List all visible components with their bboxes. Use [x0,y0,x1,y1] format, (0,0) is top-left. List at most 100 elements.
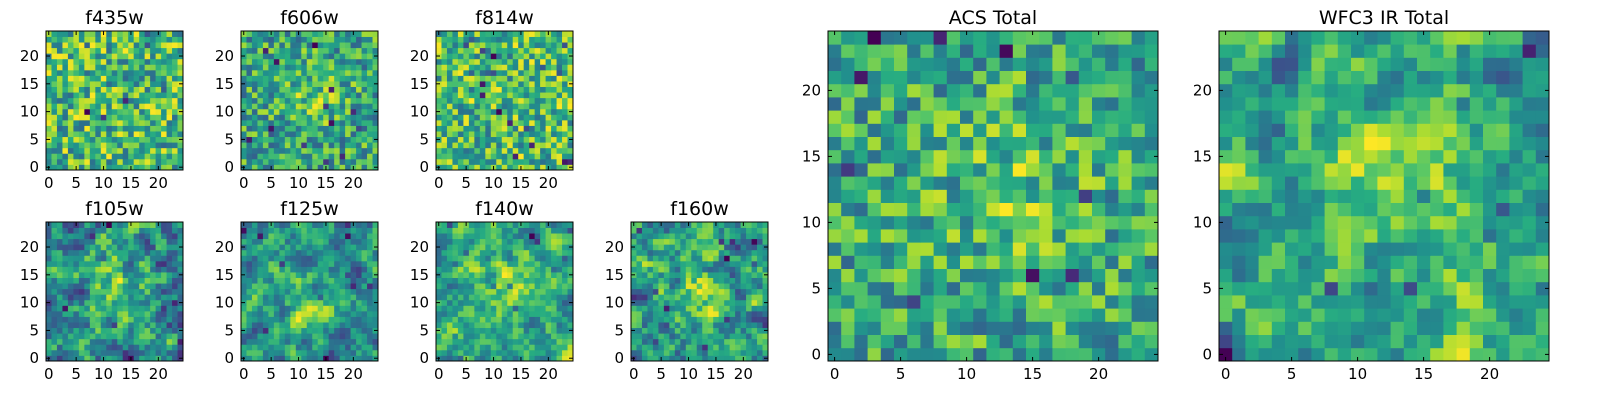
heatmap-cell [446,158,453,165]
heatmap-cell [523,299,530,306]
heatmap-cell [334,249,341,256]
heatmap-cell [680,322,687,329]
heatmap-cell [501,333,508,340]
heatmap-cell [501,316,508,323]
heatmap-cell [512,310,519,317]
heatmap-cell [479,47,486,54]
heatmap-cell [501,131,508,138]
heatmap-cell [446,244,453,251]
heatmap-cell [111,69,118,76]
heatmap-cell [62,142,69,149]
heatmap-cell [474,294,481,301]
heatmap-cell [762,333,769,340]
heatmap-cell [474,244,481,251]
heatmap-cell [986,215,1000,230]
heatmap-cell [367,333,373,340]
heatmap-cell [729,283,736,290]
heatmap-cell [367,338,373,345]
heatmap-cell [128,153,135,160]
heatmap-cell [540,64,546,71]
heatmap-cell [562,355,568,362]
heatmap-cell [117,322,124,329]
heatmap-cell [523,119,530,126]
heatmap-cell [350,283,357,290]
heatmap-cell [166,36,173,43]
heatmap-cell [56,147,63,154]
heatmap-cell [474,97,481,104]
heatmap-cell [512,86,519,93]
heatmap-cell [295,305,302,312]
heatmap-cell [713,338,720,345]
heatmap-cell [241,47,247,54]
heatmap-cell [295,344,302,351]
heatmap-cell [729,272,736,278]
heatmap-cell [268,277,275,284]
heatmap-cell [334,36,341,43]
heatmap-cell [512,322,519,329]
heatmap-cell [556,119,563,126]
heatmap-cell [567,316,574,323]
heatmap-cell [545,299,552,306]
heatmap-cell [56,233,63,240]
heatmap-cell [735,355,741,362]
heatmap-cell [507,81,514,87]
heatmap-cell [691,316,698,323]
heatmap-cell [273,260,280,267]
heatmap-cell [257,136,264,143]
heatmap-cell [1039,215,1053,230]
heatmap-cell [89,64,96,71]
heatmap-cell [457,108,464,115]
heatmap-cell [999,347,1014,362]
y-tick-label: 0 [29,349,39,367]
heatmap-cell [161,164,167,171]
heatmap-cell [246,238,253,245]
heatmap-cell [84,272,91,278]
heatmap-cell [106,344,113,351]
heatmap-cell [268,233,275,240]
heatmap-cell [67,75,74,82]
heatmap-cell [1092,189,1106,203]
heatmap-cell [1026,189,1040,203]
heatmap-cell [95,338,102,345]
heatmap-cell [100,86,107,93]
heatmap-cell [762,255,769,262]
heatmap-cell [523,355,530,362]
heatmap-cell [367,53,373,60]
heatmap-cell [894,347,908,362]
heatmap-cell [251,119,258,126]
heatmap-cell [841,334,855,349]
heatmap-cell [89,349,96,356]
heatmap-cell [534,114,541,121]
heatmap-cell [702,288,709,295]
heatmap-cell [257,75,264,82]
heatmap-cell [457,142,464,149]
heatmap-cell [452,36,459,43]
heatmap-cell [78,322,85,329]
heatmap-cell [279,283,286,290]
heatmap-cell [446,125,453,132]
heatmap-cell [166,136,173,143]
heatmap-cell [284,333,291,340]
heatmap-cell [529,333,536,340]
heatmap-cell [155,86,162,93]
heatmap-cell [479,153,486,160]
heatmap-cell [463,227,470,234]
heatmap-cell [507,355,514,362]
heatmap-cell [529,238,536,245]
heatmap-cell [100,249,107,256]
heatmap-cell [345,299,351,306]
heatmap-cell [172,147,178,154]
heatmap-cell [246,272,253,278]
heatmap-cell [567,58,574,65]
heatmap-cell [372,131,379,138]
heatmap-cell [474,69,481,76]
heatmap-cell [67,299,74,306]
heatmap-cell [246,310,253,317]
heatmap-cell [84,31,91,37]
y-tick-label: 20 [20,47,39,65]
heatmap-cell [262,164,269,171]
heatmap-cell [133,97,140,104]
heatmap-cell [279,316,286,323]
heatmap-cell [172,327,178,334]
